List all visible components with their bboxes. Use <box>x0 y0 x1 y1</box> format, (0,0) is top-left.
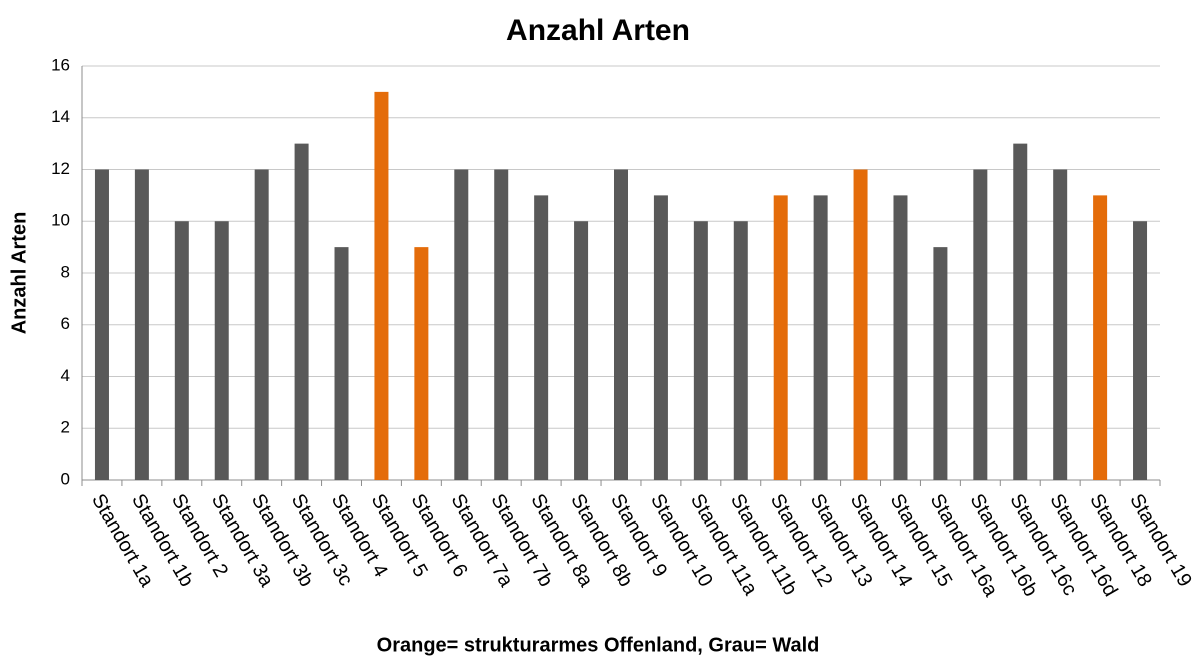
bar <box>534 195 549 480</box>
bar <box>334 247 349 480</box>
bar <box>933 247 948 480</box>
bar <box>614 169 628 480</box>
bar <box>414 247 429 480</box>
bar <box>733 221 748 480</box>
bar <box>94 169 109 480</box>
bar <box>374 91 389 480</box>
bar <box>893 195 908 480</box>
bar <box>693 221 708 480</box>
bar <box>254 169 269 480</box>
y-axis-label: Anzahl Arten <box>8 212 30 335</box>
bar <box>1133 221 1148 480</box>
bar <box>653 195 668 480</box>
bar <box>1053 169 1068 480</box>
bar <box>454 169 469 480</box>
y-tick-label: 0 <box>61 469 70 488</box>
y-tick-label: 16 <box>51 55 70 74</box>
bar <box>773 195 788 480</box>
bar <box>174 221 189 480</box>
bar <box>973 169 988 480</box>
y-tick-label: 10 <box>51 211 70 230</box>
bar <box>1013 143 1028 480</box>
y-tick-label: 12 <box>51 159 70 178</box>
y-tick-label: 14 <box>51 107 70 126</box>
bar <box>574 221 589 480</box>
y-tick-label: 4 <box>61 366 70 385</box>
bar <box>853 169 868 480</box>
y-tick-label: 2 <box>61 418 70 437</box>
bar <box>294 143 309 480</box>
bar <box>813 195 828 480</box>
bar <box>1093 195 1108 480</box>
chart-title: Anzahl Arten <box>506 14 690 47</box>
bar <box>494 169 509 480</box>
y-tick-label: 8 <box>61 262 70 281</box>
y-tick-label: 6 <box>61 314 70 333</box>
bar <box>214 221 229 480</box>
x-axis-label: Orange= strukturarmes Offenland, Grau= W… <box>377 634 820 656</box>
bar <box>134 169 149 480</box>
